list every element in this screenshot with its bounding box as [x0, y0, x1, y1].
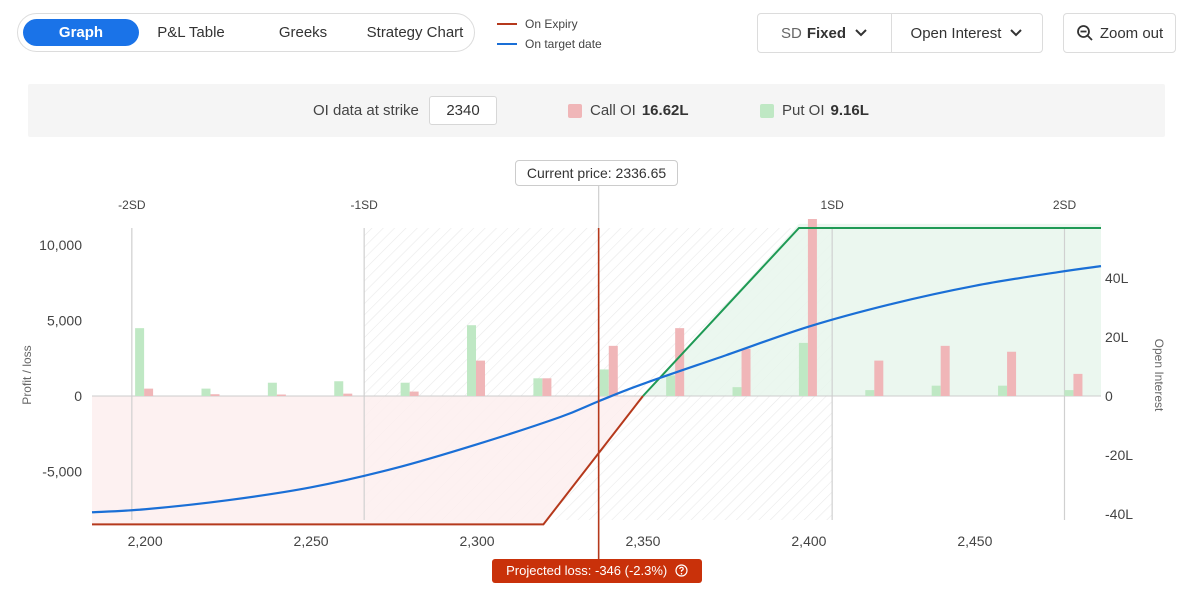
call-oi-bar [807, 219, 817, 396]
tab-strategy-chart[interactable]: Strategy Chart [366, 24, 464, 41]
chart-labels: -2SD -1SD 1SD 2SD 10,000 5,000 0 -5,000 40L 20L 0 -… [20, 198, 1166, 549]
call-oi-bar [343, 393, 353, 396]
x-tick-label: 2,450 [957, 533, 992, 549]
call-oi-bar [276, 394, 286, 396]
put-oi-bar [998, 385, 1008, 396]
call-oi-swatch [568, 104, 582, 118]
put-oi-bar [135, 328, 145, 396]
put-oi-bar [798, 342, 808, 396]
x-tick-label: 2,300 [459, 533, 494, 549]
put-oi-bar [267, 382, 277, 396]
call-oi-bar [1007, 351, 1017, 396]
legend-label-target: On target date [525, 37, 602, 51]
x-tick-label: 2,350 [625, 533, 660, 549]
put-oi-swatch [760, 104, 774, 118]
call-oi-bar [409, 391, 419, 396]
x-tick-label: 2,200 [128, 533, 163, 549]
y2-tick-label: -20L [1105, 447, 1133, 463]
y-axis-title: Profit / loss [20, 345, 34, 404]
x-tick-label: 2,400 [791, 533, 826, 549]
zoom-out-label: Zoom out [1099, 24, 1164, 42]
display-options: SD Fixed Open Interest [757, 13, 1043, 53]
y2-tick-label: -40L [1105, 506, 1133, 522]
y2-tick-label: 0 [1105, 388, 1113, 404]
put-oi-value: 9.16L [830, 102, 869, 119]
y2-axis-title: Open Interest [1152, 339, 1166, 412]
tab-greeks[interactable]: Greeks [278, 24, 328, 41]
sd-label: 1SD [820, 198, 844, 212]
sd-value: Fixed [806, 24, 847, 42]
call-oi-bar [210, 394, 220, 396]
projected-loss-text: Projected loss: -346 (-2.3%) [506, 563, 668, 578]
put-oi-info: Put OI 9.16L [782, 102, 869, 119]
tab-graph[interactable]: Graph [23, 19, 139, 46]
call-oi-bar [608, 345, 618, 396]
call-oi-bar [940, 345, 950, 396]
sd-label: -2SD [118, 198, 146, 212]
zoom-out-button[interactable]: Zoom out [1063, 13, 1176, 53]
y-tick-label: 0 [74, 388, 82, 404]
put-oi-bar [599, 369, 609, 396]
sd-dropdown[interactable]: SD Fixed [758, 14, 892, 52]
call-oi-value: 16.62L [641, 102, 689, 119]
sd-label: SD [780, 24, 802, 42]
put-oi-bar [666, 375, 676, 396]
legend-label-expiry: On Expiry [525, 17, 578, 31]
put-oi-bar [201, 388, 211, 396]
put-oi-bar [400, 382, 410, 396]
expiry-line-profit [642, 227, 1101, 397]
legend-swatch-expiry [497, 23, 517, 25]
put-oi-bar [1064, 390, 1074, 396]
oi-bars [135, 219, 1083, 396]
y-tick-label: 5,000 [47, 313, 82, 329]
call-oi-label: Call OI [590, 102, 636, 119]
current-price-label: Current price: 2336.65 [515, 160, 678, 186]
call-oi-bar [1073, 373, 1083, 396]
call-oi-bar [542, 378, 552, 396]
oi-info-bar: OI data at strike 2340 Call OI 16.62L Put… [28, 84, 1165, 137]
view-tabs: Graph P&L Table Greeks Strategy Chart [17, 13, 475, 52]
call-oi-bar [675, 328, 685, 396]
chevron-down-icon [855, 29, 867, 37]
call-oi-bar [476, 360, 486, 396]
put-oi-bar [931, 385, 941, 396]
call-oi-bar [741, 348, 751, 396]
help-icon[interactable] [675, 564, 688, 577]
projected-loss-label: Projected loss: -346 (-2.3%) [492, 559, 702, 583]
put-oi-bar [732, 387, 742, 396]
put-oi-bar [865, 390, 875, 396]
call-oi-info: Call OI 16.62L [590, 102, 689, 119]
chevron-down-icon [1010, 29, 1023, 37]
sd-label: -1SD [350, 198, 378, 212]
loss-region [92, 396, 643, 525]
payoff-lines [91, 227, 1102, 559]
line-legend: On Expiry On target date [497, 14, 602, 54]
y-tick-label: -5,000 [42, 464, 82, 480]
tab-pl-table[interactable]: P&L Table [157, 24, 225, 41]
oi-strike-input[interactable]: 2340 [429, 96, 497, 125]
put-oi-bar [533, 378, 543, 396]
open-interest-dropdown[interactable]: Open Interest [892, 14, 1042, 52]
legend-item-expiry: On Expiry [497, 14, 602, 34]
call-oi-bar [144, 388, 154, 396]
put-oi-bar [334, 381, 344, 396]
legend-swatch-target [497, 43, 517, 45]
zoom-out-icon [1076, 25, 1093, 41]
y-tick-label: 10,000 [39, 237, 82, 253]
put-oi-bar [467, 325, 477, 396]
y2-tick-label: 40L [1105, 270, 1129, 286]
x-tick-label: 2,250 [294, 533, 329, 549]
sd-label: 2SD [1053, 198, 1077, 212]
y2-tick-label: 20L [1105, 329, 1129, 345]
call-oi-bar [874, 360, 884, 396]
legend-item-target: On target date [497, 34, 602, 54]
oi-strike-label: OI data at strike [313, 102, 419, 119]
put-oi-label: Put OI [782, 102, 825, 119]
open-interest-label: Open Interest [910, 24, 1002, 42]
expiry-line-loss [92, 395, 644, 526]
